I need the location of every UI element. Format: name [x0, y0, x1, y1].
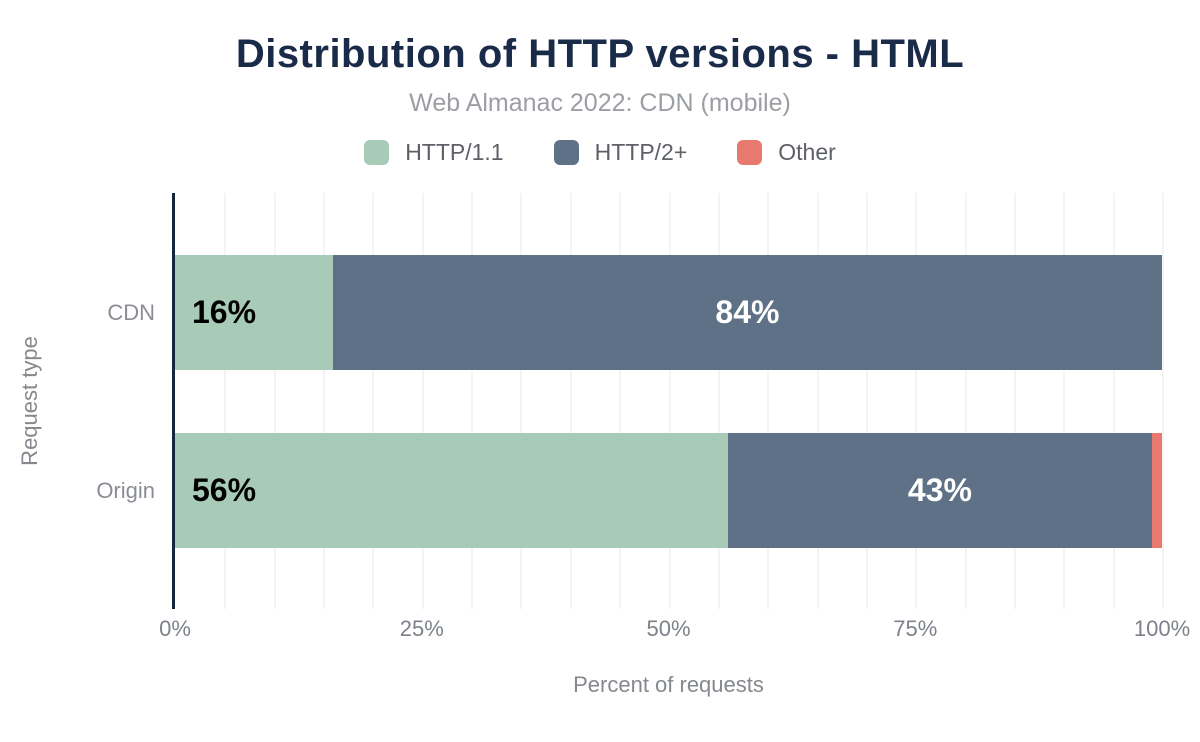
legend-swatch-http11 — [364, 140, 390, 165]
y-axis-line — [172, 193, 175, 609]
legend-label: Other — [778, 139, 836, 165]
legend-label: HTTP/2+ — [594, 139, 688, 165]
category-label: CDN — [107, 299, 155, 325]
bar-segment-http2: 43% — [727, 433, 1153, 548]
gridline — [421, 193, 424, 609]
bar-segment-http11: 16% — [175, 255, 333, 370]
bar-value-label: 16% — [192, 294, 257, 330]
bar-row-cdn: CDN 16% 84% — [107, 255, 1162, 370]
legend-item-http2: HTTP/2+ — [553, 139, 688, 166]
bar-value-label: 43% — [907, 472, 972, 508]
legend-swatch-other — [737, 140, 763, 165]
gridline — [767, 193, 770, 609]
legend: HTTP/1.1 HTTP/2+ Other — [0, 139, 1200, 166]
gridline — [1162, 193, 1164, 609]
gridline — [224, 193, 227, 609]
x-tick-label: 100% — [1133, 616, 1191, 641]
bar-segments: 56% 43% — [175, 433, 1162, 548]
gridline — [323, 193, 326, 609]
plot-area: CDN 16% 84% Origin 56% 43% 0% 25% 50% 75% 100% — [96, 193, 1190, 641]
legend-item-http11: HTTP/1.1 — [364, 139, 504, 166]
x-tick-label: 25% — [399, 616, 444, 641]
bar-segments: 16% 84% — [175, 255, 1162, 370]
bar-value-label: 84% — [715, 294, 780, 330]
bar-segment-http11: 56% — [175, 433, 728, 548]
gridline — [668, 193, 671, 609]
gridline — [569, 193, 572, 609]
gridline — [1112, 193, 1115, 609]
legend-swatch-http2 — [553, 140, 579, 165]
y-axis-title: Request type — [17, 336, 42, 466]
x-tick-label: 50% — [646, 616, 691, 641]
x-axis-title: Percent of requests — [573, 672, 764, 697]
gridline — [619, 193, 622, 609]
gridline — [520, 193, 523, 609]
bar-segment-other — [1152, 433, 1162, 548]
gridline — [471, 193, 474, 609]
bar-value-label: 56% — [192, 472, 257, 508]
legend-label: HTTP/1.1 — [405, 139, 504, 165]
category-label: Origin — [96, 477, 155, 503]
x-tick-label: 0% — [159, 616, 191, 641]
gridline — [1013, 193, 1016, 609]
gridline — [1063, 193, 1066, 609]
gridline — [915, 193, 918, 609]
x-tick-label: 75% — [893, 616, 938, 641]
bar-row-origin: Origin 56% 43% — [96, 433, 1162, 548]
gridline — [964, 193, 967, 609]
gridline — [816, 193, 819, 609]
bar-segment-http2: 84% — [332, 255, 1162, 370]
chart-subtitle: Web Almanac 2022: CDN (mobile) — [409, 89, 791, 117]
gridline — [372, 193, 375, 609]
gridline — [273, 193, 276, 609]
legend-item-other: Other — [737, 139, 836, 166]
gridline — [717, 193, 720, 609]
chart-title: Distribution of HTTP versions - HTML — [235, 32, 965, 76]
gridline — [865, 193, 868, 609]
